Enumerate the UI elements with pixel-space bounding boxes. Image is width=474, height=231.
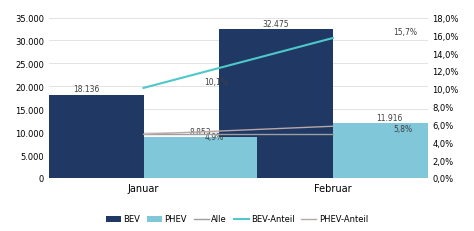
Bar bbox=[30, 95, 144, 178]
Alle bbox=[330, 133, 336, 136]
Text: 15,7%: 15,7% bbox=[393, 28, 418, 37]
BEV-Anteil bbox=[330, 37, 336, 40]
BEV-Anteil bbox=[141, 87, 146, 90]
Text: 11.916: 11.916 bbox=[376, 113, 403, 122]
Legend: BEV, PHEV, Alle, BEV-Anteil, PHEV-Anteil: BEV, PHEV, Alle, BEV-Anteil, PHEV-Anteil bbox=[102, 211, 372, 227]
Bar bbox=[144, 138, 257, 178]
Text: 32.475: 32.475 bbox=[263, 20, 290, 29]
Line: PHEV-Anteil: PHEV-Anteil bbox=[144, 127, 333, 135]
PHEV-Anteil bbox=[330, 125, 336, 128]
Line: BEV-Anteil: BEV-Anteil bbox=[144, 39, 333, 88]
Text: 18.136: 18.136 bbox=[73, 85, 100, 94]
Text: 10,1%: 10,1% bbox=[204, 78, 228, 87]
Text: 4,9%: 4,9% bbox=[204, 133, 223, 142]
Alle bbox=[141, 133, 146, 136]
Bar bbox=[219, 30, 333, 178]
PHEV-Anteil bbox=[141, 133, 146, 136]
Bar bbox=[333, 124, 447, 178]
Text: 5,8%: 5,8% bbox=[393, 125, 413, 134]
Text: 8.853: 8.853 bbox=[190, 128, 211, 136]
